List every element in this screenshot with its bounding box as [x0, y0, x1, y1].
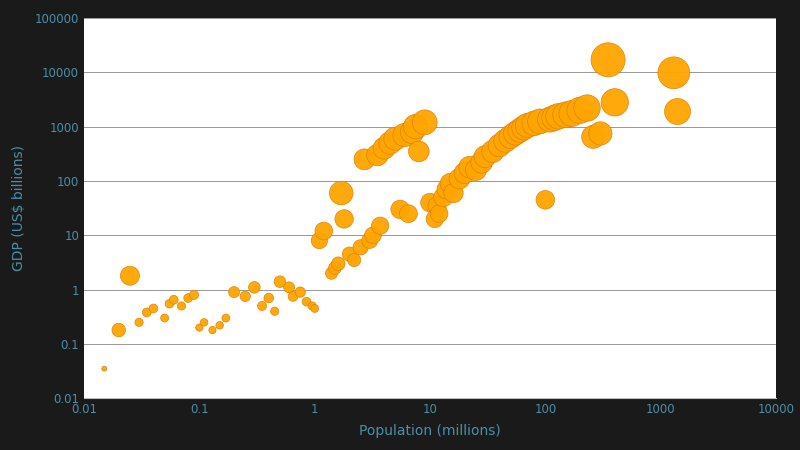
Point	[335, 189, 348, 197]
Point	[282, 284, 295, 291]
Point	[268, 308, 281, 315]
Point	[486, 148, 499, 155]
X-axis label: Population (millions): Population (millions)	[359, 424, 501, 438]
Point	[262, 294, 275, 302]
Point	[402, 210, 415, 217]
Point	[306, 302, 318, 310]
Point	[294, 288, 306, 296]
Point	[228, 288, 241, 296]
Point	[539, 196, 552, 203]
Point	[528, 120, 541, 127]
Point	[518, 124, 530, 131]
Point	[504, 133, 517, 140]
Point	[175, 302, 188, 310]
Point	[548, 114, 561, 122]
Point	[198, 319, 210, 326]
Point	[509, 130, 522, 137]
Point	[389, 135, 402, 142]
Point	[447, 189, 460, 197]
Point	[534, 118, 546, 125]
Point	[338, 216, 350, 223]
Point	[433, 210, 446, 217]
Point	[453, 175, 466, 182]
Point	[147, 305, 160, 312]
Point	[586, 133, 599, 140]
Point	[363, 237, 376, 244]
Point	[358, 156, 371, 163]
Point	[667, 69, 680, 76]
Point	[458, 170, 471, 177]
Point	[286, 293, 299, 300]
Point	[193, 324, 206, 331]
Point	[219, 315, 232, 322]
Point	[559, 111, 572, 118]
Point	[300, 298, 313, 305]
Point	[608, 99, 621, 106]
Point	[493, 142, 506, 149]
Point	[98, 365, 110, 372]
Point	[470, 166, 482, 174]
Point	[308, 305, 321, 312]
Point	[475, 159, 488, 166]
Point	[354, 244, 367, 251]
Point	[329, 265, 342, 272]
Point	[430, 202, 443, 209]
Point	[313, 237, 326, 244]
Point	[182, 294, 194, 302]
Point	[552, 112, 565, 120]
Point	[418, 119, 431, 126]
Point	[514, 127, 526, 134]
Point	[374, 222, 386, 230]
Point	[325, 270, 338, 277]
Point	[332, 260, 345, 267]
Point	[133, 319, 146, 326]
Point	[384, 140, 397, 147]
Point	[348, 256, 361, 264]
Point	[371, 152, 384, 159]
Point	[163, 300, 176, 307]
Point	[671, 108, 684, 115]
Point	[602, 56, 614, 63]
Point	[463, 163, 476, 171]
Point	[521, 122, 534, 129]
Point	[544, 116, 557, 123]
Point	[437, 194, 450, 201]
Point	[140, 309, 153, 316]
Point	[366, 232, 379, 239]
Point	[566, 110, 578, 117]
Point	[112, 326, 125, 333]
Point	[343, 251, 356, 258]
Point	[444, 180, 457, 187]
Point	[428, 216, 441, 223]
Point	[394, 206, 406, 213]
Point	[581, 104, 594, 112]
Point	[398, 131, 411, 139]
Point	[123, 272, 136, 279]
Point	[478, 153, 491, 160]
Y-axis label: GDP (US$ billions): GDP (US$ billions)	[13, 145, 26, 271]
Point	[214, 322, 226, 329]
Point	[167, 296, 180, 303]
Point	[256, 302, 269, 310]
Point	[248, 284, 261, 291]
Point	[406, 128, 418, 135]
Point	[158, 315, 171, 322]
Point	[206, 326, 219, 333]
Point	[188, 291, 201, 298]
Point	[409, 123, 422, 130]
Point	[499, 137, 512, 144]
Point	[574, 107, 586, 114]
Point	[274, 278, 286, 285]
Point	[378, 144, 390, 152]
Point	[594, 130, 606, 137]
Point	[413, 148, 426, 155]
Point	[424, 199, 437, 206]
Point	[318, 227, 330, 234]
Point	[239, 293, 252, 300]
Point	[441, 186, 454, 193]
